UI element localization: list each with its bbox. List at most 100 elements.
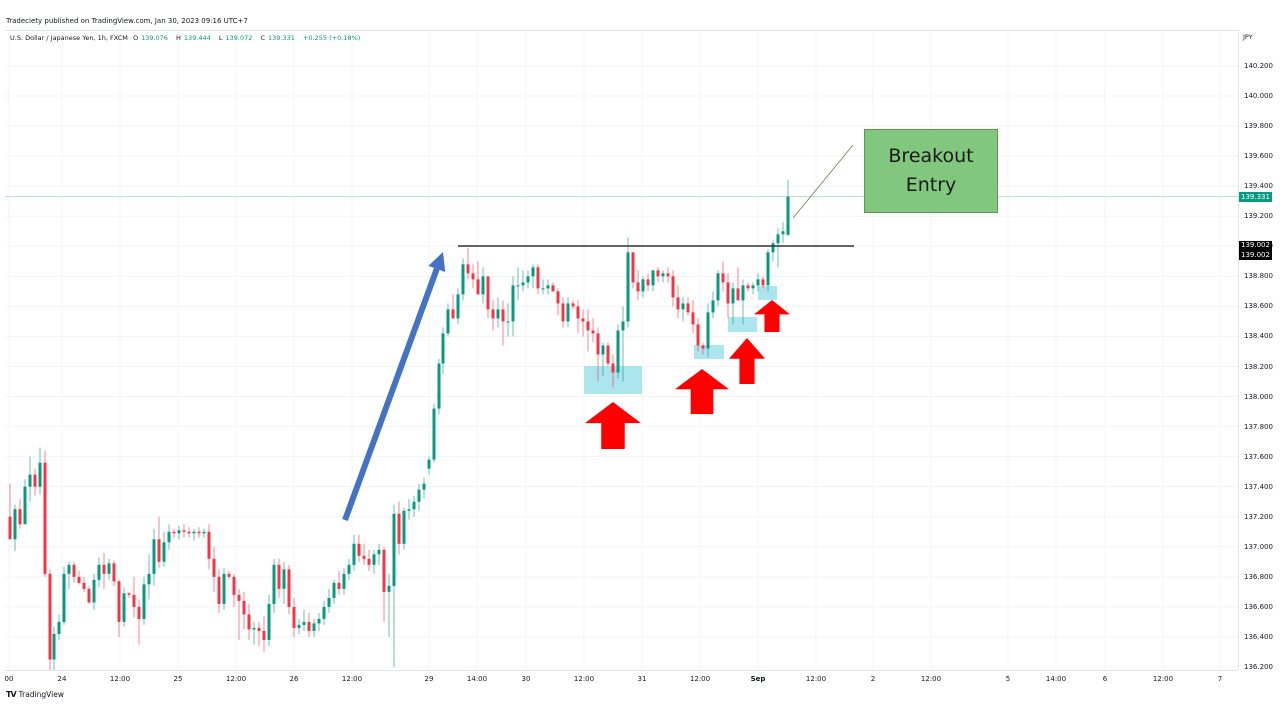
candle-body-down bbox=[242, 600, 246, 615]
candle-body-down bbox=[247, 614, 251, 630]
candle-body-down bbox=[576, 306, 580, 319]
publisher-line: Tradeciety published on TradingView.com,… bbox=[6, 17, 248, 25]
price-tick-label: 136.800 bbox=[1244, 572, 1273, 581]
support-zone bbox=[758, 286, 777, 300]
symbol-title: U.S. Dollar / Japanese Yen, 1h, FXCM bbox=[10, 34, 128, 42]
candle-body-up bbox=[142, 584, 146, 619]
candle-body-up bbox=[147, 573, 151, 585]
trend-arrow-shaft bbox=[342, 267, 440, 522]
candle-body-down bbox=[451, 309, 455, 319]
price-tick-label: 138.800 bbox=[1244, 272, 1273, 281]
candle-body-up bbox=[202, 531, 206, 534]
candle-body-up bbox=[432, 408, 436, 460]
price-tick-label: 139.600 bbox=[1244, 152, 1273, 161]
candle-body-down bbox=[237, 594, 241, 601]
candle-body-down bbox=[357, 543, 361, 556]
candle-body-down bbox=[8, 516, 12, 540]
time-tick-label: 00 bbox=[4, 675, 14, 683]
candle-body-down bbox=[382, 549, 386, 592]
candle-body-up bbox=[92, 579, 96, 603]
candle-body-down bbox=[556, 291, 560, 304]
candle-body-up bbox=[57, 621, 61, 634]
candle-body-up bbox=[387, 585, 391, 592]
candle-body-down bbox=[262, 630, 266, 640]
candle-body-down bbox=[686, 303, 690, 313]
candle-body-down bbox=[157, 539, 161, 562]
price-axis[interactable]: 140.200 140.000 139.800 139.600 139.400 139.2… bbox=[1238, 30, 1280, 671]
candle-body-down bbox=[197, 531, 201, 534]
callout-pointer-line bbox=[792, 144, 854, 219]
candle-body-up bbox=[601, 345, 605, 355]
red-up-arrow-icon bbox=[675, 369, 729, 414]
time-axis[interactable]: 00 24 12:00 25 12:00 26 12:00 29 14:00 30 12:00 31 1… bbox=[5, 670, 1238, 687]
candle-body-up bbox=[167, 531, 171, 543]
support-zone bbox=[728, 317, 757, 332]
candle-body-down bbox=[736, 288, 740, 301]
candle-body-down bbox=[212, 558, 216, 577]
candle-body-down bbox=[187, 531, 191, 534]
candle-body-up bbox=[392, 513, 396, 586]
candle-body-down bbox=[691, 312, 695, 325]
candle-body-up bbox=[312, 623, 316, 631]
price-tick-label: 136.200 bbox=[1244, 663, 1273, 671]
candle-body-down bbox=[476, 279, 480, 295]
candle-body-up bbox=[107, 563, 111, 574]
time-tick-label: 12:00 bbox=[689, 675, 711, 683]
candle-body-up bbox=[407, 509, 411, 511]
candle-body-up bbox=[681, 303, 685, 310]
candle-body-down bbox=[33, 474, 37, 487]
candle-body-down bbox=[132, 594, 136, 607]
candle-body-up bbox=[67, 564, 71, 574]
red-up-arrow-icon bbox=[729, 338, 765, 384]
ohlc-open: O 139.076 bbox=[132, 34, 168, 42]
candle-body-down bbox=[292, 606, 296, 628]
candle-body-up bbox=[122, 593, 126, 622]
candle-body-down bbox=[207, 531, 211, 559]
price-tick-label: 140.000 bbox=[1244, 92, 1273, 101]
candle-body-down bbox=[581, 318, 585, 322]
candle-body-up bbox=[566, 303, 570, 322]
candle-body-up bbox=[372, 554, 376, 565]
candle-body-up bbox=[441, 333, 445, 364]
chart-pane[interactable] bbox=[5, 30, 1238, 670]
candle-body-up bbox=[437, 363, 441, 409]
candle-body-up bbox=[776, 234, 780, 244]
candle-body-up bbox=[417, 489, 421, 502]
candle-body-up bbox=[706, 312, 710, 349]
candle-body-down bbox=[501, 309, 505, 322]
candle-body-up bbox=[626, 252, 630, 322]
price-tick-label: 137.000 bbox=[1244, 542, 1273, 551]
price-tick-label: 138.000 bbox=[1244, 392, 1273, 401]
candle-body-up bbox=[771, 243, 775, 253]
ohlc-close: C 139.331 bbox=[260, 34, 295, 42]
candle-body-up bbox=[616, 330, 620, 373]
candle-body-up bbox=[177, 530, 181, 534]
candle-body-up bbox=[526, 276, 530, 283]
price-tick-label: 138.200 bbox=[1244, 362, 1273, 371]
price-tick-label: 139.800 bbox=[1244, 122, 1273, 131]
price-tick-label: 140.200 bbox=[1244, 62, 1273, 70]
ohlc-high: H 139.444 bbox=[176, 34, 211, 42]
candle-body-up bbox=[332, 582, 336, 598]
time-tick-label: 2 bbox=[870, 675, 876, 683]
time-tick-label: 12:00 bbox=[1152, 675, 1174, 683]
candle-body-down bbox=[137, 606, 141, 619]
candle-body-down bbox=[43, 462, 47, 574]
tradingview-logo-text: TradingView bbox=[18, 690, 64, 699]
candle-body-up bbox=[661, 273, 665, 277]
candle-body-down bbox=[217, 576, 221, 604]
candle-body-down bbox=[232, 576, 236, 595]
resistance-level-badge: 139.002 139.002 bbox=[1239, 241, 1272, 260]
currency-unit-label: JPY bbox=[1243, 33, 1253, 41]
candle-body-up bbox=[496, 309, 500, 319]
candle-body-up bbox=[327, 597, 331, 607]
tradingview-logo[interactable]: TV TradingView bbox=[6, 690, 64, 699]
candle-body-down bbox=[666, 273, 670, 277]
candle-body-up bbox=[621, 321, 625, 331]
candle-body-down bbox=[102, 564, 106, 574]
candle-body-up bbox=[402, 510, 406, 544]
price-tick-label: 138.400 bbox=[1244, 332, 1273, 341]
candle-body-up bbox=[38, 462, 42, 487]
time-tick-label: 7 bbox=[1217, 675, 1223, 683]
